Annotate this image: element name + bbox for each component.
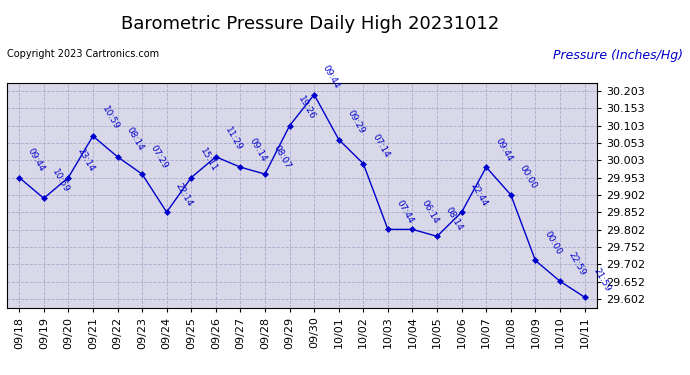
Text: 00:00: 00:00 — [542, 230, 563, 256]
Text: 07:44: 07:44 — [395, 198, 415, 225]
Text: 22:59: 22:59 — [567, 251, 587, 277]
Text: 10:59: 10:59 — [51, 167, 72, 194]
Text: 09:29: 09:29 — [346, 108, 366, 135]
Text: 09:44: 09:44 — [26, 147, 47, 173]
Text: 07:29: 07:29 — [149, 143, 170, 170]
Text: 21:59: 21:59 — [591, 266, 612, 293]
Text: 09:44: 09:44 — [493, 136, 514, 163]
Text: 10:59: 10:59 — [100, 105, 121, 132]
Text: 08:07: 08:07 — [272, 143, 293, 170]
Text: 09:14: 09:14 — [248, 136, 268, 163]
Text: Barometric Pressure Daily High 20231012: Barometric Pressure Daily High 20231012 — [121, 15, 500, 33]
Text: 23:14: 23:14 — [75, 147, 96, 173]
Text: 08:14: 08:14 — [444, 206, 464, 232]
Text: 22:44: 22:44 — [469, 182, 489, 208]
Text: Copyright 2023 Cartronics.com: Copyright 2023 Cartronics.com — [7, 49, 159, 59]
Text: 19:26: 19:26 — [297, 95, 317, 122]
Text: 15:11: 15:11 — [198, 147, 219, 173]
Text: 22:14: 22:14 — [174, 182, 194, 208]
Text: 08:14: 08:14 — [124, 126, 145, 153]
Text: Pressure (Inches/Hg): Pressure (Inches/Hg) — [553, 49, 683, 62]
Text: 09:44: 09:44 — [321, 64, 342, 90]
Text: 00:00: 00:00 — [518, 164, 538, 190]
Text: 06:14: 06:14 — [420, 198, 440, 225]
Text: 07:14: 07:14 — [371, 133, 391, 159]
Text: 11:29: 11:29 — [223, 126, 244, 153]
